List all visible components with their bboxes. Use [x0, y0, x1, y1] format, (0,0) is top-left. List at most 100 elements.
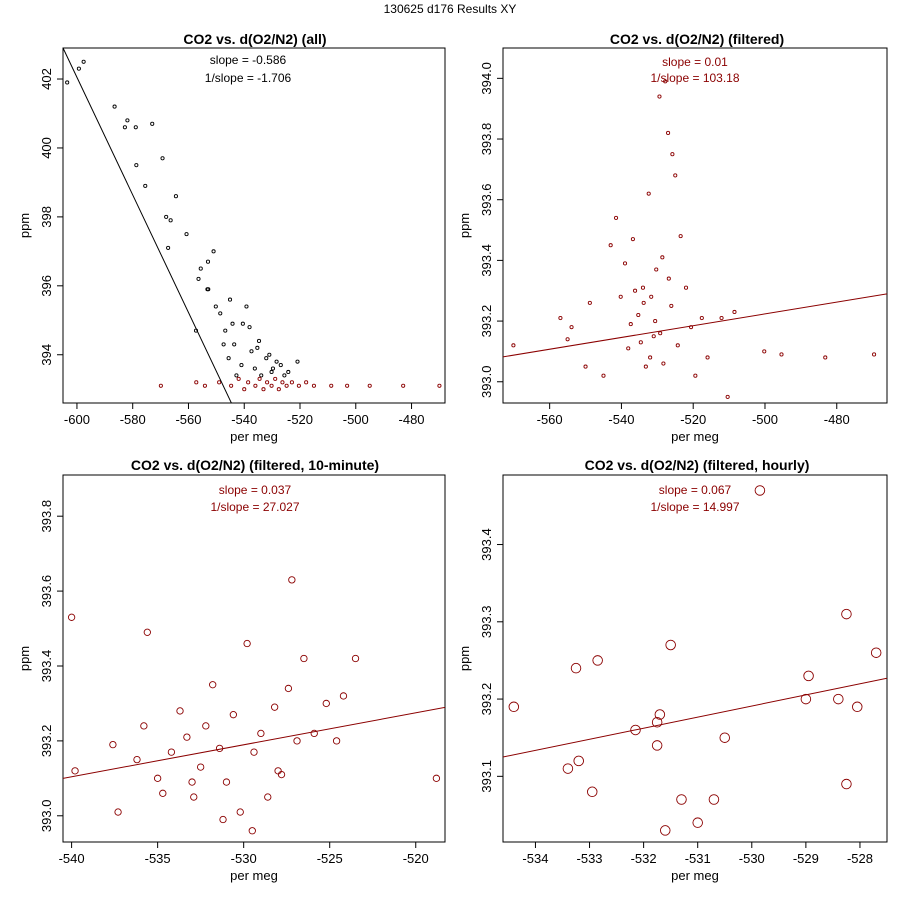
data-point [678, 234, 683, 239]
y-tick-label: 393.2 [479, 305, 494, 338]
data-point [218, 311, 223, 316]
data-point [229, 383, 234, 388]
x-tick-label: -535 [145, 851, 171, 866]
data-point [133, 125, 138, 130]
data-point [168, 218, 173, 223]
data-point [71, 767, 79, 775]
data-point [257, 729, 265, 738]
data-point [226, 356, 231, 361]
data-point [252, 366, 257, 371]
data-point [311, 383, 316, 388]
data-point [160, 156, 165, 161]
data-point [663, 79, 668, 84]
data-point [109, 740, 117, 749]
data-point [732, 309, 737, 315]
data-point [800, 693, 812, 705]
data-point [234, 373, 239, 378]
x-tick-label: -540 [59, 851, 85, 866]
data-point [562, 763, 574, 774]
x-tick-label: -560 [175, 412, 201, 427]
data-point [660, 255, 665, 260]
x-tick-label: -531 [685, 851, 711, 866]
data-point [660, 825, 671, 836]
data-point [158, 383, 163, 388]
data-point [222, 778, 231, 786]
data-point [345, 383, 350, 388]
data-point [270, 366, 276, 371]
data-point [143, 183, 148, 188]
data-point [176, 707, 184, 715]
data-point [351, 654, 360, 663]
data-point [708, 794, 720, 805]
data-point [636, 312, 641, 318]
x-tick-label: -534 [522, 851, 548, 866]
data-point [654, 267, 659, 272]
data-point [628, 322, 633, 327]
data-point [640, 285, 646, 290]
data-point [651, 740, 663, 751]
x-tick-label: -520 [403, 851, 429, 866]
annotation-slope: slope = -0.586 [210, 53, 287, 67]
data-point [286, 369, 291, 375]
data-point [205, 259, 211, 264]
points [511, 79, 877, 399]
data-point [852, 701, 863, 713]
data-point [183, 733, 191, 741]
y-tick-label: 393.6 [39, 575, 54, 608]
data-point [255, 345, 260, 350]
data-point [248, 827, 256, 835]
data-point [661, 361, 666, 366]
data-point [762, 349, 767, 354]
data-point [202, 722, 210, 730]
data-point [339, 692, 348, 700]
x-tick-label: -520 [287, 412, 313, 427]
x-tick-label: -530 [231, 851, 257, 866]
data-point [261, 387, 266, 392]
data-point [65, 80, 70, 85]
data-point [256, 338, 262, 344]
data-point [280, 380, 285, 385]
data-point [332, 737, 341, 745]
data-point [264, 793, 272, 801]
data-point [601, 373, 606, 378]
data-point [184, 232, 189, 237]
data-point [267, 352, 272, 357]
x-tick-label: -532 [631, 851, 657, 866]
x-tick-label: -580 [120, 412, 146, 427]
plot-frame [502, 474, 888, 843]
x-tick-label: -480 [399, 412, 425, 427]
data-point [259, 373, 264, 378]
data-point [173, 194, 178, 199]
data-point [269, 383, 274, 388]
data-point [633, 288, 638, 293]
data-point [872, 352, 877, 357]
data-point [296, 383, 301, 388]
data-point [269, 369, 274, 375]
y-tick-label: 393.4 [479, 244, 494, 277]
annotation-inverse-slope: 1/slope = 14.997 [650, 500, 739, 514]
data-point [230, 321, 235, 326]
y-tick-label: 402 [39, 68, 54, 90]
data-point [134, 163, 139, 168]
data-point [705, 355, 710, 360]
data-point [570, 662, 582, 674]
y-axis-label: ppm [457, 213, 472, 238]
data-point [367, 383, 372, 388]
data-point [630, 724, 641, 736]
data-point [613, 215, 619, 220]
data-point [194, 380, 199, 385]
x-tick-label: -540 [231, 412, 257, 427]
fit-line [63, 706, 445, 779]
data-point [511, 343, 516, 348]
data-point [666, 130, 671, 136]
data-point [675, 343, 680, 348]
data-point [651, 716, 663, 728]
data-point [253, 383, 258, 388]
data-point [803, 670, 814, 682]
data-point [164, 214, 169, 219]
data-point [592, 655, 603, 666]
panel-title: CO2 vs. d(O2/N2) (filtered, 10-minute) [131, 457, 379, 473]
fit-line [503, 677, 887, 758]
data-point [239, 363, 244, 368]
data-point [693, 373, 698, 378]
